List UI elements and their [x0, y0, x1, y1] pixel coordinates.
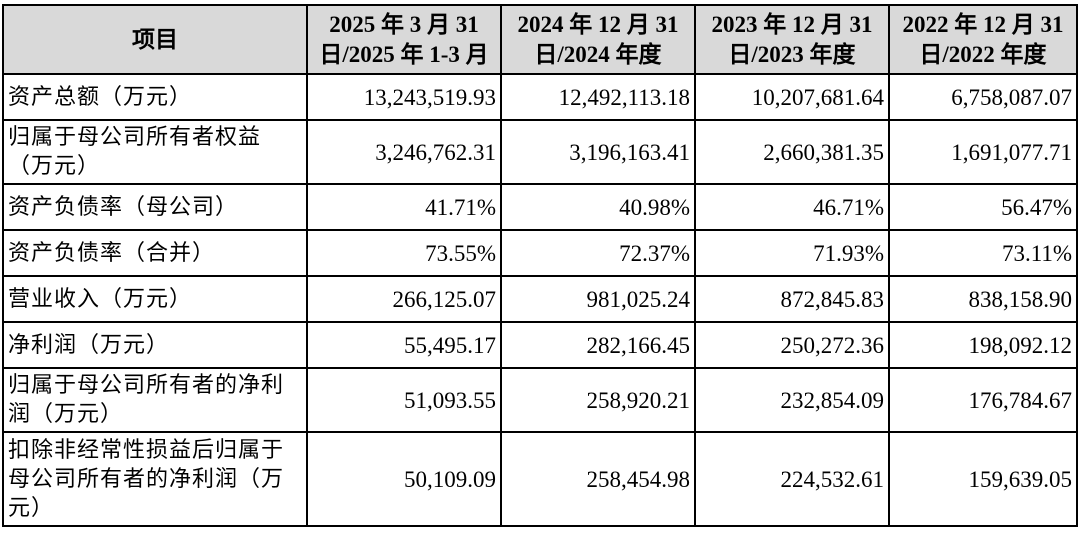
- cell-value: 73.11%: [888, 229, 1078, 277]
- table-row-revenue: 营业收入（万元） 266,125.07 981,025.24 872,845.8…: [2, 275, 1078, 323]
- cell-value: 250,272.36: [694, 321, 890, 369]
- table-row-total-assets: 资产总额（万元） 13,243,519.93 12,492,113.18 10,…: [2, 73, 1078, 121]
- row-label: 营业收入（万元）: [2, 275, 308, 323]
- table-header: 项目 2025 年 3 月 31 日/2025 年 1-3 月 2024 年 1…: [2, 4, 1078, 75]
- cell-value: 838,158.90: [888, 275, 1078, 323]
- cell-value: 3,196,163.41: [500, 119, 696, 185]
- cell-value: 46.71%: [694, 183, 890, 231]
- cell-value: 10,207,681.64: [694, 73, 890, 121]
- cell-value: 224,532.61: [694, 431, 890, 527]
- cell-value: 72.37%: [500, 229, 696, 277]
- cell-value: 13,243,519.93: [306, 73, 502, 121]
- cell-value: 71.93%: [694, 229, 890, 277]
- cell-value: 232,854.09: [694, 367, 890, 433]
- cell-value: 258,920.21: [500, 367, 696, 433]
- header-period-2022: 2022 年 12 月 31 日/2022 年度: [888, 4, 1078, 75]
- header-row: 项目 2025 年 3 月 31 日/2025 年 1-3 月 2024 年 1…: [2, 4, 1078, 75]
- table-body: 资产总额（万元） 13,243,519.93 12,492,113.18 10,…: [2, 73, 1078, 527]
- row-label: 净利润（万元）: [2, 321, 308, 369]
- row-label: 资产总额（万元）: [2, 73, 308, 121]
- row-label: 归属于母公司所有者权益（万元）: [2, 119, 308, 185]
- cell-value: 872,845.83: [694, 275, 890, 323]
- cell-value: 50,109.09: [306, 431, 502, 527]
- table-row-adjusted-net-profit: 扣除非经常性损益后归属于母公司所有者的净利润（万元） 50,109.09 258…: [2, 431, 1078, 527]
- cell-value: 176,784.67: [888, 367, 1078, 433]
- cell-value: 51,093.55: [306, 367, 502, 433]
- cell-value: 266,125.07: [306, 275, 502, 323]
- cell-value: 3,246,762.31: [306, 119, 502, 185]
- row-label: 资产负债率（母公司）: [2, 183, 308, 231]
- cell-value: 55,495.17: [306, 321, 502, 369]
- table-row-net-profit: 净利润（万元） 55,495.17 282,166.45 250,272.36 …: [2, 321, 1078, 369]
- cell-value: 258,454.98: [500, 431, 696, 527]
- cell-value: 282,166.45: [500, 321, 696, 369]
- table-row-parent-net-profit: 归属于母公司所有者的净利润（万元） 51,093.55 258,920.21 2…: [2, 367, 1078, 433]
- cell-value: 41.71%: [306, 183, 502, 231]
- cell-value: 198,092.12: [888, 321, 1078, 369]
- financial-summary-table: 项目 2025 年 3 月 31 日/2025 年 1-3 月 2024 年 1…: [2, 4, 1078, 527]
- cell-value: 6,758,087.07: [888, 73, 1078, 121]
- row-label: 归属于母公司所有者的净利润（万元）: [2, 367, 308, 433]
- header-period-2024: 2024 年 12 月 31 日/2024 年度: [500, 4, 696, 75]
- cell-value: 2,660,381.35: [694, 119, 890, 185]
- table-row-debt-ratio-parent: 资产负债率（母公司） 41.71% 40.98% 46.71% 56.47%: [2, 183, 1078, 231]
- cell-value: 1,691,077.71: [888, 119, 1078, 185]
- cell-value: 40.98%: [500, 183, 696, 231]
- header-period-2023: 2023 年 12 月 31 日/2023 年度: [694, 4, 890, 75]
- row-label: 资产负债率（合并）: [2, 229, 308, 277]
- cell-value: 981,025.24: [500, 275, 696, 323]
- header-item: 项目: [2, 4, 308, 75]
- header-period-2025q1: 2025 年 3 月 31 日/2025 年 1-3 月: [306, 4, 502, 75]
- cell-value: 56.47%: [888, 183, 1078, 231]
- cell-value: 159,639.05: [888, 431, 1078, 527]
- cell-value: 73.55%: [306, 229, 502, 277]
- table-row-parent-equity: 归属于母公司所有者权益（万元） 3,246,762.31 3,196,163.4…: [2, 119, 1078, 185]
- row-label: 扣除非经常性损益后归属于母公司所有者的净利润（万元）: [2, 431, 308, 527]
- cell-value: 12,492,113.18: [500, 73, 696, 121]
- table-row-debt-ratio-consolidated: 资产负债率（合并） 73.55% 72.37% 71.93% 73.11%: [2, 229, 1078, 277]
